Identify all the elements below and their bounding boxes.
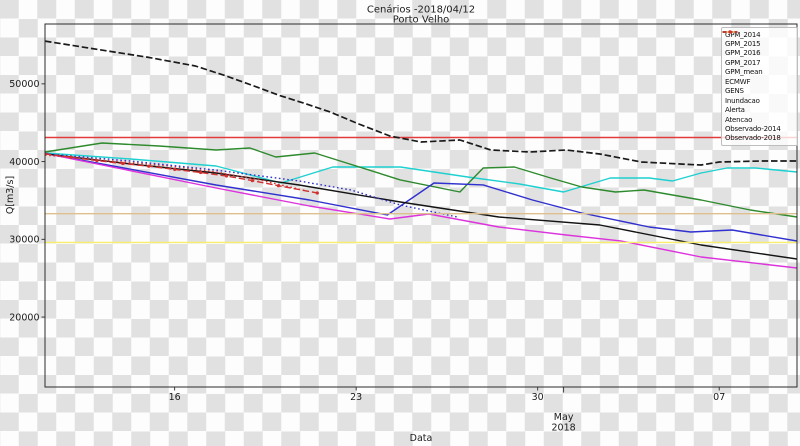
legend-item-label: GPM_mean <box>725 68 763 77</box>
series-gens <box>45 153 458 218</box>
data-point-marker <box>315 191 319 195</box>
y-tick-label: 20000 <box>9 312 39 323</box>
x-tick-label: 07 <box>713 392 725 403</box>
legend-item-gpm_2016: GPM_2016 <box>722 31 796 58</box>
data-point-marker <box>224 174 229 178</box>
legend-line-sample <box>722 30 738 34</box>
legend-item-label: Atencao <box>725 115 753 124</box>
series-gpm_2016 <box>45 152 797 242</box>
legend-item-label: GPM_2017 <box>725 58 761 67</box>
chart-title-line1: Cenários -2018/04/12 <box>367 4 475 16</box>
y-tick-label: 30000 <box>9 235 39 246</box>
legend-item-inundacao: Inundacao <box>722 31 796 105</box>
y-tick-label: 50000 <box>9 79 39 90</box>
legend-item-gens: GENS <box>722 31 796 96</box>
axis-ticks <box>41 83 720 393</box>
data-point-marker <box>95 159 99 163</box>
legend-item-ecmwf: ECMWF <box>722 31 796 86</box>
legend: GPM_2014 GPM_2015 GPM_2016 GPM_2017 GPM_mean… <box>721 27 798 146</box>
legend-item-label: Observado-2018 <box>725 134 781 143</box>
series-gpm_2014 <box>45 152 797 193</box>
y-tick-label: 40000 <box>9 157 39 168</box>
data-point-marker <box>69 155 73 159</box>
legend-item-label: GPM_2015 <box>725 39 761 48</box>
y-axis-label: Q[m3/s] <box>5 176 16 214</box>
month-tick-year: 2018 <box>552 423 576 434</box>
series-ecmwf <box>45 154 308 192</box>
data-point-marker <box>147 164 151 168</box>
legend-item-alerta: Alerta <box>722 31 796 115</box>
series-gpm_2015 <box>45 142 797 218</box>
x-tick-label: 23 <box>350 392 362 403</box>
x-axis-label: Data <box>410 433 433 444</box>
legend-item-label: GPM_2014 <box>725 30 761 39</box>
series-gpm_2017 <box>45 152 797 269</box>
legend-item-label: Alerta <box>725 106 745 115</box>
legend-item-label: Observado-2014 <box>725 125 781 134</box>
series-lines <box>45 40 797 269</box>
x-tick-label: 16 <box>169 392 181 403</box>
data-point-marker <box>250 179 254 183</box>
legend-item-label: ECMWF <box>725 77 751 86</box>
x-tick-label: 30 <box>532 392 544 403</box>
plot-border <box>44 23 798 388</box>
series-observado-2014 <box>45 40 797 166</box>
data-point-marker <box>199 170 203 175</box>
data-point-marker <box>121 161 125 166</box>
month-tick-label: May <box>554 412 574 423</box>
legend-item-label: GENS <box>725 87 744 96</box>
legend-item-gpm_mean: GPM_mean <box>722 31 796 77</box>
series-observado-2018 <box>45 152 319 195</box>
data-point-marker <box>276 184 280 188</box>
legend-item-observado-2018: Observado-2018 <box>722 30 796 143</box>
legend-item-atencao: Atencao <box>722 31 796 124</box>
legend-item-gpm_2017: GPM_2017 <box>722 31 796 67</box>
legend-item-gpm_2015: GPM_2015 <box>722 31 796 48</box>
chart-title-line2: Porto Velho <box>393 15 450 26</box>
legend-item-label: Inundacao <box>725 96 760 105</box>
data-point-marker <box>173 167 177 171</box>
legend-item-label: GPM_2016 <box>725 49 761 58</box>
legend-item-observado-2014: Observado-2014 <box>722 31 796 134</box>
